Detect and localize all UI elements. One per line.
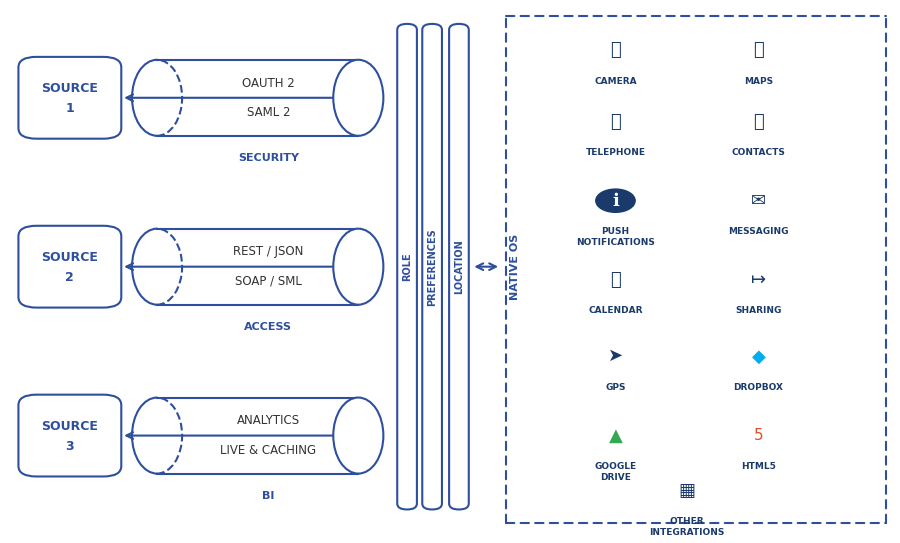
FancyBboxPatch shape [449, 24, 469, 509]
Text: PREFERENCES: PREFERENCES [428, 228, 437, 306]
Bar [158, 229, 358, 305]
Text: PUSH
NOTIFICATIONS: PUSH NOTIFICATIONS [576, 227, 655, 247]
Text: 3: 3 [66, 440, 74, 453]
Text: SOURCE: SOURCE [41, 82, 98, 95]
Text: LIVE & CACHING: LIVE & CACHING [220, 444, 317, 457]
Text: SHARING: SHARING [735, 306, 782, 315]
Bar [158, 60, 358, 136]
Ellipse shape [333, 397, 383, 473]
Text: TELEPHONE: TELEPHONE [586, 148, 645, 157]
Text: ACCESS: ACCESS [245, 323, 292, 332]
Text: 📍: 📍 [753, 41, 764, 59]
Text: REST / JSON: REST / JSON [233, 245, 303, 258]
Text: NATIVE OS: NATIVE OS [510, 233, 520, 300]
Text: MESSAGING: MESSAGING [728, 227, 788, 236]
Text: ℹ: ℹ [612, 192, 619, 210]
FancyBboxPatch shape [18, 57, 122, 138]
Text: 👤: 👤 [753, 112, 764, 130]
Text: SOURCE: SOURCE [41, 420, 98, 433]
Ellipse shape [333, 229, 383, 305]
Text: MAPS: MAPS [744, 77, 773, 86]
Text: OAUTH 2: OAUTH 2 [242, 77, 295, 90]
Text: 5: 5 [754, 428, 763, 443]
FancyBboxPatch shape [422, 24, 442, 509]
Text: SECURITY: SECURITY [238, 154, 299, 163]
Text: ✉: ✉ [751, 192, 766, 210]
Text: ↦: ↦ [751, 271, 766, 289]
Ellipse shape [333, 60, 383, 136]
Text: 🎥: 🎥 [610, 41, 621, 59]
Text: ROLE: ROLE [402, 252, 412, 281]
Text: GPS: GPS [605, 383, 626, 392]
Text: 📅: 📅 [610, 271, 621, 289]
Text: CONTACTS: CONTACTS [732, 148, 786, 157]
FancyBboxPatch shape [18, 395, 122, 476]
Text: OTHER
INTEGRATIONS: OTHER INTEGRATIONS [649, 517, 724, 538]
Text: 2: 2 [66, 271, 74, 284]
Text: BI: BI [262, 491, 274, 501]
Text: CALENDAR: CALENDAR [589, 306, 643, 315]
Text: ANALYTICS: ANALYTICS [237, 414, 300, 427]
Text: SOURCE: SOURCE [41, 251, 98, 264]
Circle shape [596, 189, 635, 212]
Text: CAMERA: CAMERA [594, 77, 637, 86]
Text: DROPBOX: DROPBOX [734, 383, 784, 392]
Text: SOAP / SML: SOAP / SML [235, 275, 302, 288]
FancyBboxPatch shape [18, 226, 122, 307]
Text: ▲: ▲ [608, 427, 623, 445]
Text: ◆: ◆ [752, 348, 766, 365]
Text: 📞: 📞 [610, 112, 621, 130]
Text: ▦: ▦ [679, 482, 696, 500]
Bar [158, 397, 358, 473]
Text: HTML5: HTML5 [741, 462, 776, 471]
Text: LOCATION: LOCATION [454, 239, 464, 294]
FancyBboxPatch shape [397, 24, 417, 509]
Text: SAML 2: SAML 2 [247, 106, 290, 119]
Text: GOOGLE
DRIVE: GOOGLE DRIVE [594, 462, 636, 482]
Text: 1: 1 [66, 102, 74, 115]
Text: ➤: ➤ [608, 348, 623, 365]
